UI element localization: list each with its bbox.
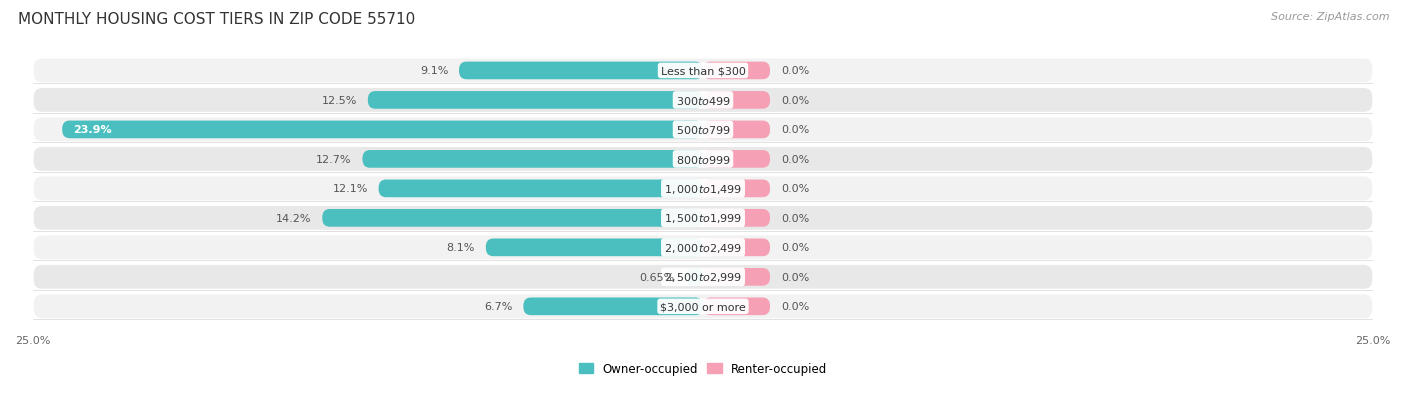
- Text: 0.0%: 0.0%: [780, 66, 808, 76]
- Text: 0.0%: 0.0%: [780, 301, 808, 311]
- FancyBboxPatch shape: [363, 151, 703, 169]
- FancyBboxPatch shape: [686, 268, 703, 286]
- FancyBboxPatch shape: [703, 239, 770, 256]
- FancyBboxPatch shape: [32, 58, 1374, 84]
- FancyBboxPatch shape: [32, 147, 1374, 173]
- Text: $3,000 or more: $3,000 or more: [661, 301, 745, 311]
- Text: $2,000 to $2,499: $2,000 to $2,499: [664, 241, 742, 254]
- Text: Source: ZipAtlas.com: Source: ZipAtlas.com: [1271, 12, 1389, 22]
- FancyBboxPatch shape: [62, 121, 703, 139]
- FancyBboxPatch shape: [32, 264, 1374, 290]
- FancyBboxPatch shape: [703, 92, 770, 109]
- Text: 14.2%: 14.2%: [276, 214, 312, 223]
- FancyBboxPatch shape: [378, 180, 703, 198]
- FancyBboxPatch shape: [322, 209, 703, 227]
- FancyBboxPatch shape: [703, 298, 770, 316]
- FancyBboxPatch shape: [32, 205, 1374, 231]
- FancyBboxPatch shape: [523, 298, 703, 316]
- Legend: Owner-occupied, Renter-occupied: Owner-occupied, Renter-occupied: [574, 358, 832, 380]
- FancyBboxPatch shape: [703, 209, 770, 227]
- Text: 0.0%: 0.0%: [780, 184, 808, 194]
- Text: 12.1%: 12.1%: [332, 184, 368, 194]
- FancyBboxPatch shape: [703, 268, 770, 286]
- FancyBboxPatch shape: [32, 294, 1374, 320]
- Text: 9.1%: 9.1%: [420, 66, 449, 76]
- FancyBboxPatch shape: [32, 88, 1374, 114]
- Text: 0.0%: 0.0%: [780, 272, 808, 282]
- FancyBboxPatch shape: [703, 151, 770, 169]
- Text: 0.0%: 0.0%: [780, 96, 808, 106]
- FancyBboxPatch shape: [703, 180, 770, 198]
- Text: 0.0%: 0.0%: [780, 154, 808, 164]
- Text: MONTHLY HOUSING COST TIERS IN ZIP CODE 55710: MONTHLY HOUSING COST TIERS IN ZIP CODE 5…: [18, 12, 416, 27]
- FancyBboxPatch shape: [458, 62, 703, 80]
- FancyBboxPatch shape: [32, 176, 1374, 202]
- Text: 23.9%: 23.9%: [73, 125, 111, 135]
- Text: 12.5%: 12.5%: [322, 96, 357, 106]
- FancyBboxPatch shape: [486, 239, 703, 256]
- Text: 12.7%: 12.7%: [316, 154, 352, 164]
- Text: 0.65%: 0.65%: [640, 272, 675, 282]
- Text: $1,500 to $1,999: $1,500 to $1,999: [664, 212, 742, 225]
- Text: $800 to $999: $800 to $999: [675, 154, 731, 166]
- FancyBboxPatch shape: [368, 92, 703, 109]
- Text: Less than $300: Less than $300: [661, 66, 745, 76]
- Text: 0.0%: 0.0%: [780, 125, 808, 135]
- Text: $300 to $499: $300 to $499: [675, 95, 731, 107]
- FancyBboxPatch shape: [703, 121, 770, 139]
- Text: 0.0%: 0.0%: [780, 243, 808, 253]
- Text: $2,500 to $2,999: $2,500 to $2,999: [664, 271, 742, 284]
- Text: 6.7%: 6.7%: [484, 301, 513, 311]
- Text: 8.1%: 8.1%: [447, 243, 475, 253]
- FancyBboxPatch shape: [32, 235, 1374, 261]
- Text: $500 to $799: $500 to $799: [675, 124, 731, 136]
- FancyBboxPatch shape: [703, 62, 770, 80]
- Text: 0.0%: 0.0%: [780, 214, 808, 223]
- Text: $1,000 to $1,499: $1,000 to $1,499: [664, 183, 742, 195]
- FancyBboxPatch shape: [32, 117, 1374, 143]
